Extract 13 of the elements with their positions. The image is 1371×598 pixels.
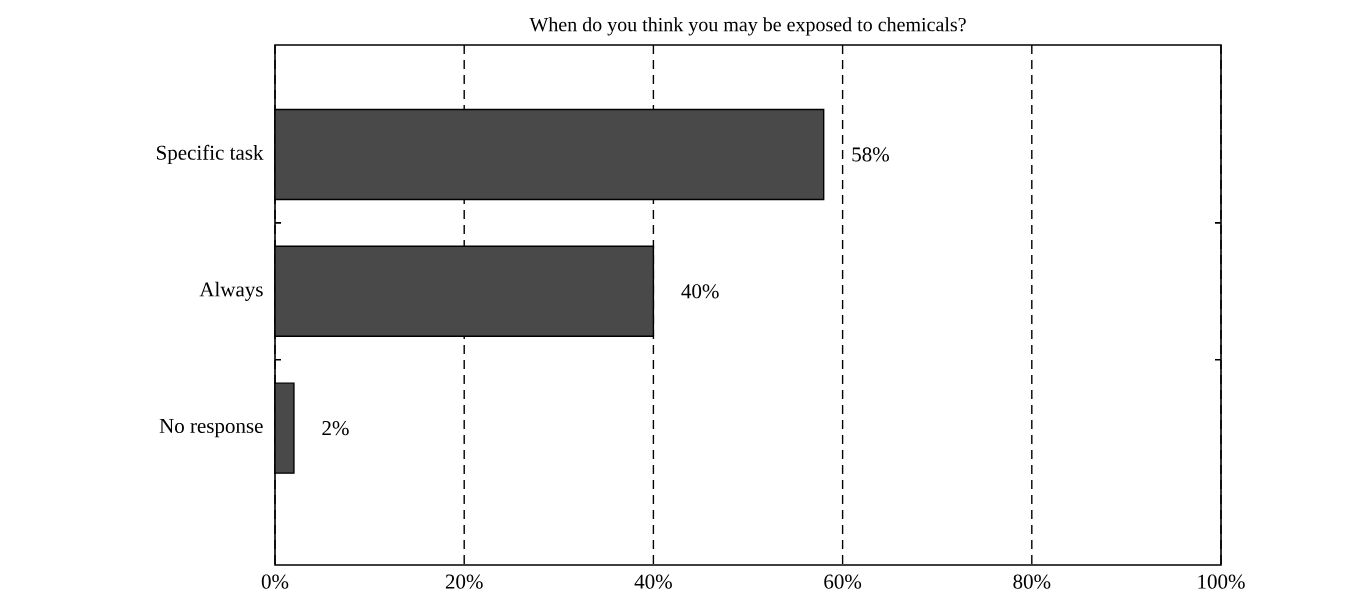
x-tick-label: 0% xyxy=(261,574,289,589)
data-label: 2% xyxy=(322,421,349,436)
chart-title: When do you think you may be exposed to chemicals? xyxy=(529,17,966,36)
y-tick-label: No response xyxy=(159,419,263,438)
data-label: 58% xyxy=(852,147,889,162)
data-label: 40% xyxy=(681,284,719,299)
x-tick-label: 60% xyxy=(824,574,862,589)
x-tick-label: 100% xyxy=(1198,574,1245,589)
y-tick-label: Specific task xyxy=(157,144,264,165)
x-tick-label: 80% xyxy=(1013,574,1051,589)
x-tick-label: 40% xyxy=(634,574,672,589)
x-tick-label: 20% xyxy=(445,574,483,589)
y-tick-label: Always xyxy=(199,281,263,301)
